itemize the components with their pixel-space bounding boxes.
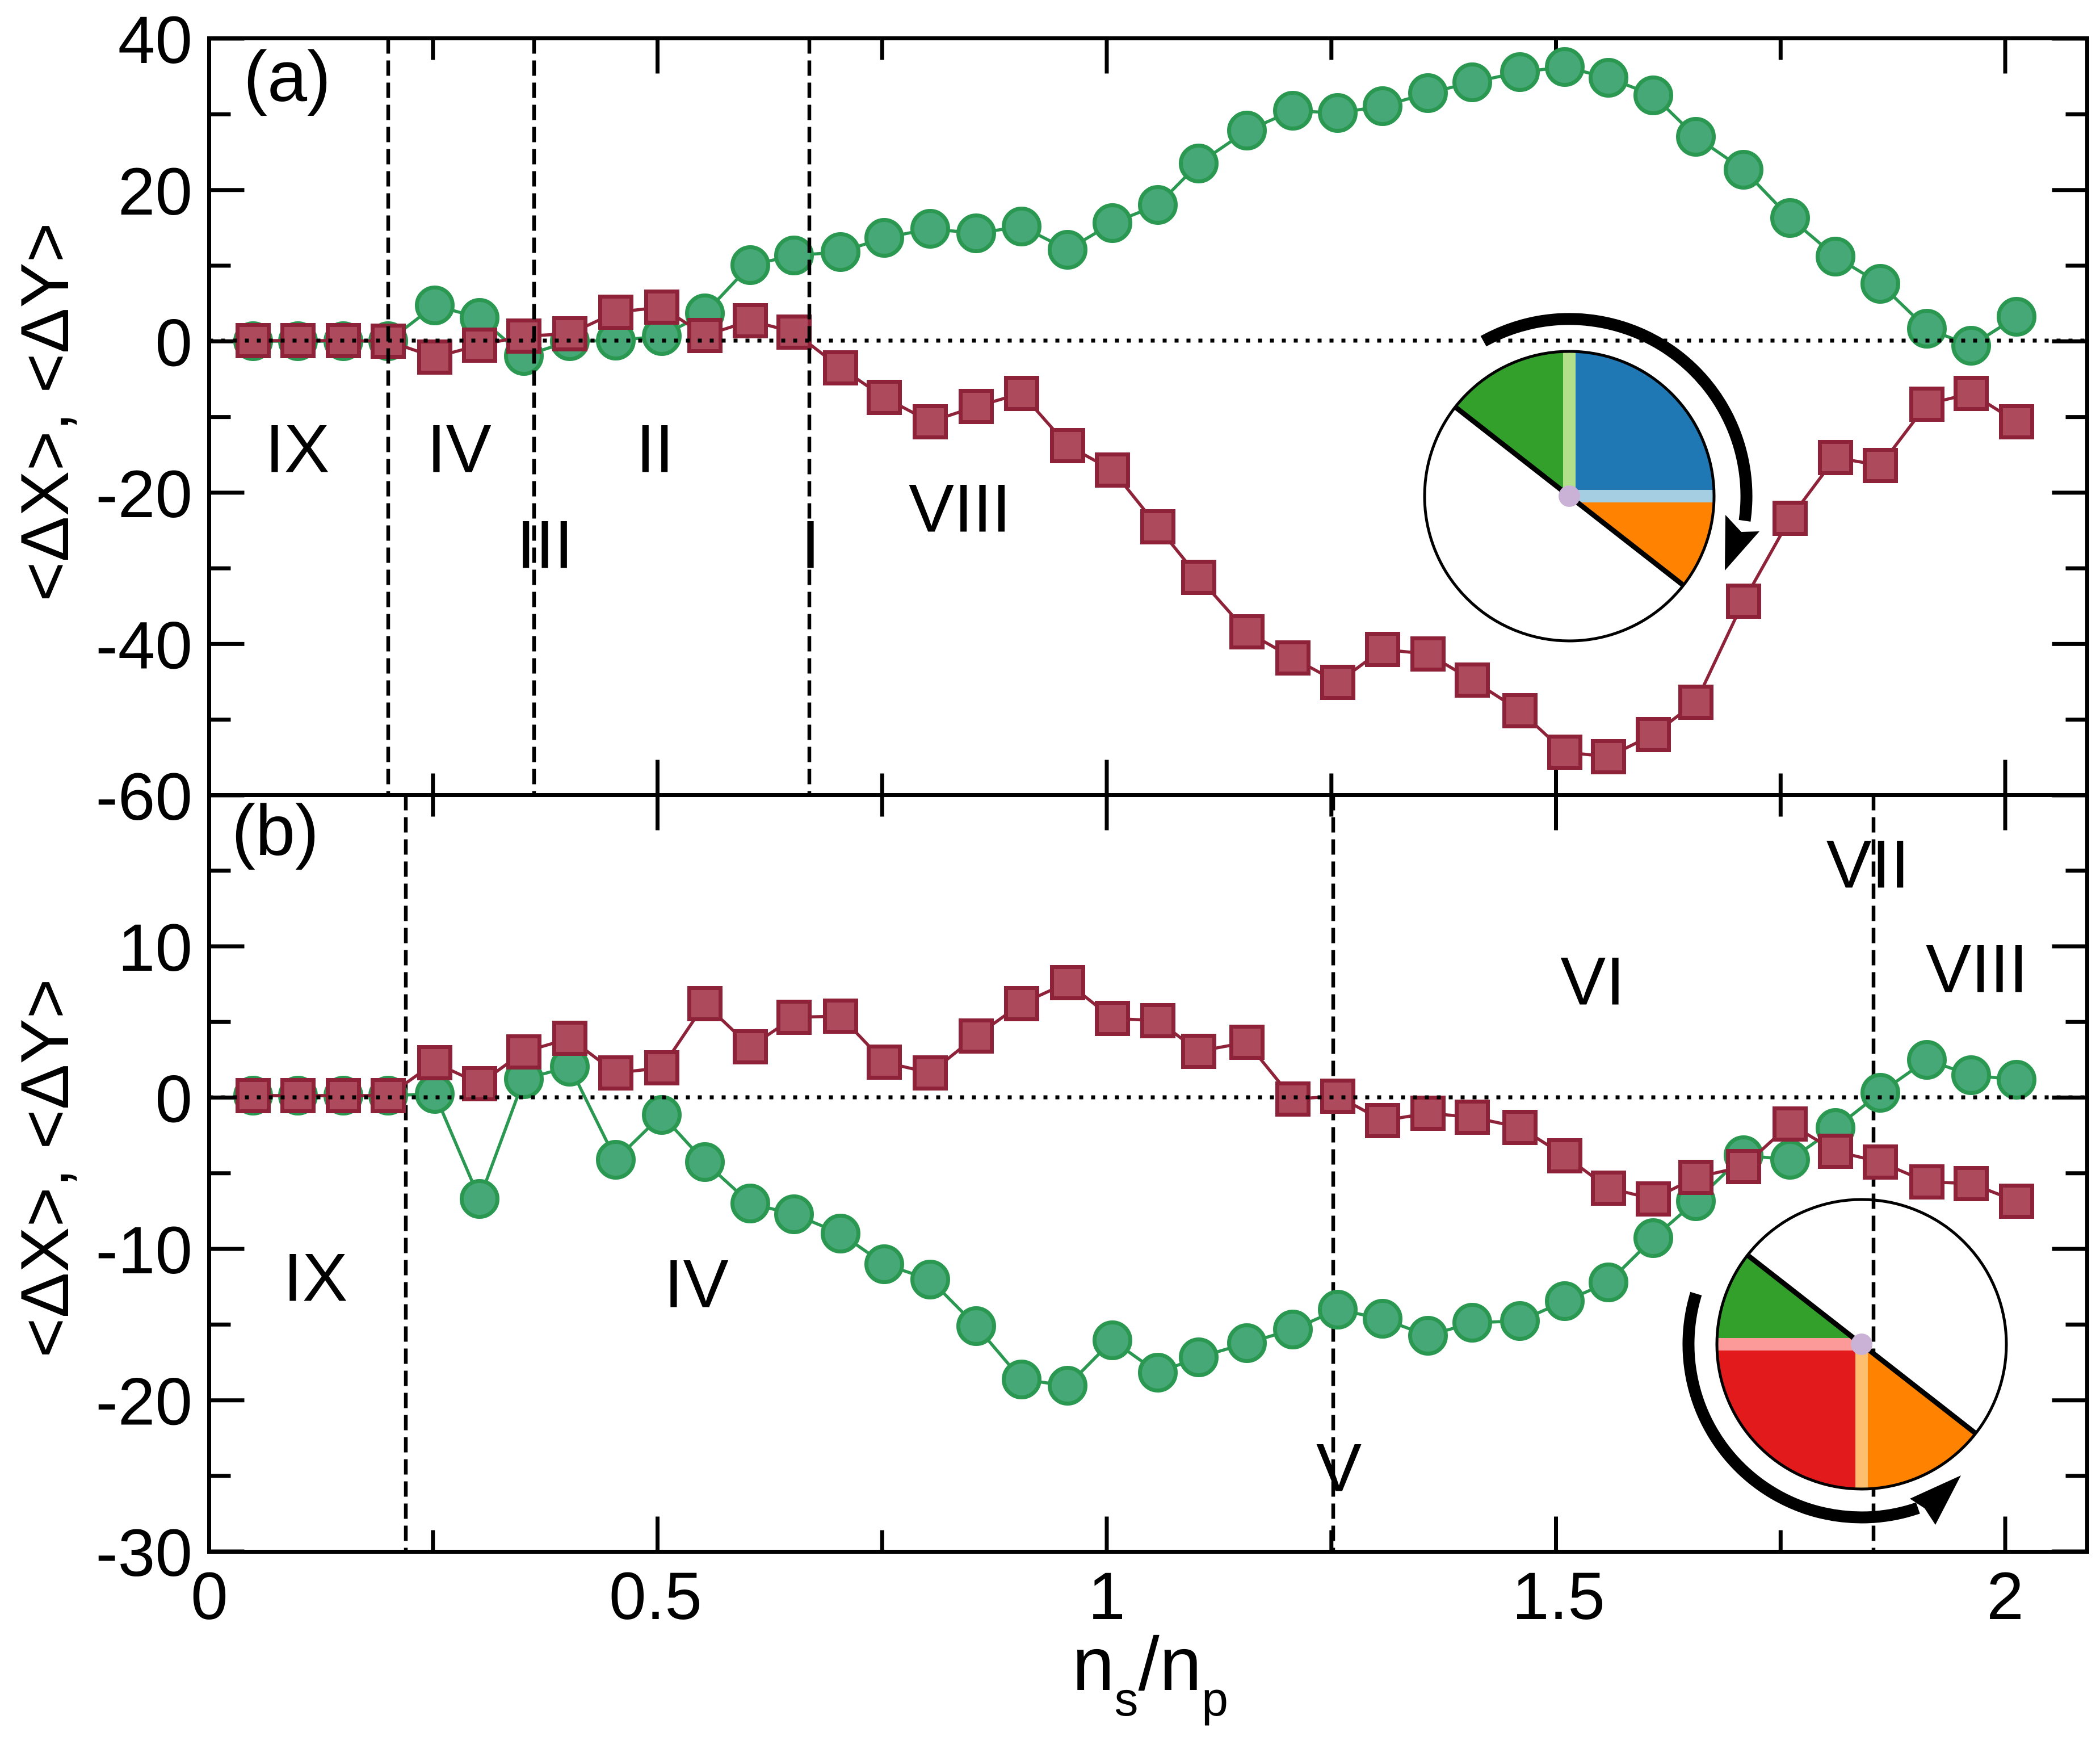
svg-text:1.5: 1.5 (1512, 1559, 1605, 1634)
svg-text:IV: IV (427, 411, 491, 487)
svg-text:-20: -20 (95, 457, 192, 532)
svg-text:(b): (b) (232, 790, 319, 870)
svg-text:I: I (801, 507, 820, 583)
svg-text:III: III (516, 507, 573, 583)
svg-text:(a): (a) (243, 36, 331, 116)
svg-text:VIII: VIII (1926, 931, 2028, 1007)
svg-text:-20: -20 (95, 1365, 192, 1440)
svg-text:-10: -10 (95, 1213, 192, 1288)
svg-text:0: 0 (155, 305, 192, 380)
svg-text:IV: IV (664, 1246, 728, 1322)
svg-text:<ΔX>, <ΔY>: <ΔX>, <ΔY> (7, 223, 83, 601)
svg-text:1: 1 (1088, 1559, 1125, 1634)
svg-text:0: 0 (155, 1062, 192, 1136)
svg-text:2: 2 (1986, 1559, 2024, 1634)
svg-text:0: 0 (191, 1559, 228, 1634)
svg-text:VI: VI (1560, 943, 1624, 1020)
svg-text:-60: -60 (95, 760, 192, 834)
svg-text:20: 20 (118, 154, 192, 229)
svg-text:<ΔX>, <ΔY>: <ΔX>, <ΔY> (7, 979, 83, 1357)
svg-text:VII: VII (1826, 827, 1910, 903)
svg-text:0.5: 0.5 (609, 1559, 702, 1634)
svg-text:-30: -30 (95, 1516, 192, 1591)
svg-text:II: II (636, 411, 674, 487)
svg-text:IX: IX (265, 411, 329, 487)
svg-text:10: 10 (118, 911, 192, 985)
svg-text:IX: IX (283, 1240, 347, 1316)
svg-text:VIII: VIII (909, 471, 1011, 547)
svg-text:40: 40 (118, 3, 192, 78)
svg-text:-40: -40 (95, 608, 192, 683)
svg-text:V: V (1316, 1430, 1362, 1506)
